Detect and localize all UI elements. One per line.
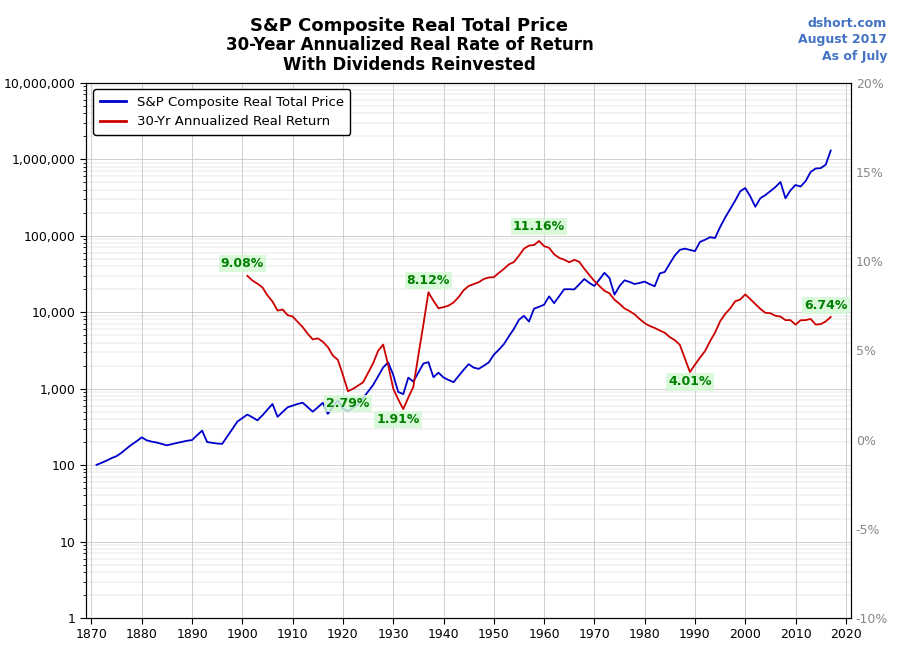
Text: 9.08%: 9.08% bbox=[221, 257, 264, 270]
Text: 30-Year Annualized Real Rate of Return: 30-Year Annualized Real Rate of Return bbox=[226, 36, 593, 54]
Legend: S&P Composite Real Total Price, 30-Yr Annualized Real Return: S&P Composite Real Total Price, 30-Yr An… bbox=[93, 89, 350, 135]
Text: 8.12%: 8.12% bbox=[407, 274, 450, 288]
Text: 2.79%: 2.79% bbox=[327, 397, 369, 410]
Text: With Dividends Reinvested: With Dividends Reinvested bbox=[283, 56, 536, 74]
Text: S&P Composite Real Total Price: S&P Composite Real Total Price bbox=[250, 17, 569, 34]
Text: 6.74%: 6.74% bbox=[804, 299, 847, 312]
Text: August 2017: August 2017 bbox=[798, 33, 887, 46]
Text: 11.16%: 11.16% bbox=[513, 220, 565, 233]
Text: 4.01%: 4.01% bbox=[668, 375, 712, 389]
Text: dshort.com: dshort.com bbox=[808, 17, 887, 30]
Text: As of July: As of July bbox=[822, 50, 887, 63]
Text: 1.91%: 1.91% bbox=[377, 413, 420, 426]
